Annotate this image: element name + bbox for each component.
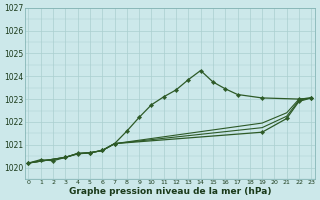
X-axis label: Graphe pression niveau de la mer (hPa): Graphe pression niveau de la mer (hPa): [69, 187, 271, 196]
